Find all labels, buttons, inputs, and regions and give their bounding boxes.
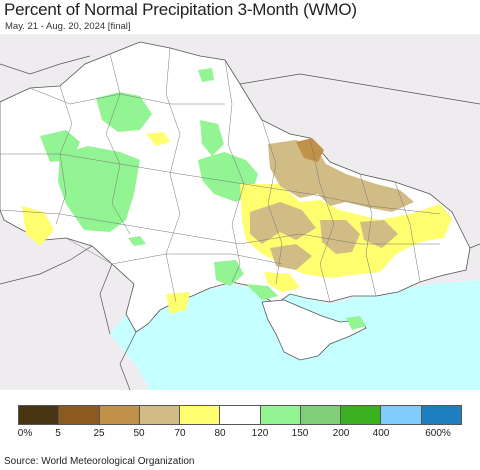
- legend-swatch: [421, 406, 461, 424]
- legend-label: 25: [93, 428, 105, 439]
- legend-label: 70: [174, 428, 186, 439]
- precipitation-map: [0, 34, 480, 390]
- map-subtitle: May. 21 - Aug. 20, 2024 [final]: [5, 21, 131, 32]
- neighbor-borders: [0, 55, 480, 390]
- legend-swatch: [260, 406, 301, 424]
- legend-swatch: [139, 406, 181, 424]
- precip-25-50-areas: [296, 138, 324, 162]
- legend-label: 5: [55, 428, 61, 439]
- legend-label: 600%: [425, 428, 451, 439]
- legend-swatch: [99, 406, 140, 424]
- admin-borders: [0, 47, 441, 303]
- legend-swatch: [180, 406, 221, 424]
- legend-label: 80: [214, 428, 226, 439]
- legend-label: 0%: [17, 428, 33, 439]
- legend-swatch: [19, 406, 60, 424]
- legend-label: 150: [291, 428, 309, 439]
- legend-label: 200: [332, 428, 350, 439]
- legend-swatch: [381, 406, 422, 424]
- legend-label: 400: [372, 428, 390, 439]
- legend-swatch: [59, 406, 100, 424]
- legend-swatch: [341, 406, 382, 424]
- legend-labels: 0% 5 25 50 70 80 120 150 200 400 600%: [0, 428, 480, 442]
- legend-swatch: [300, 406, 342, 424]
- legend-color-bar: [18, 405, 462, 425]
- legend-label: 50: [133, 428, 145, 439]
- legend-swatch: [220, 406, 261, 424]
- source-credit: Source: World Meteorological Organizatio…: [4, 456, 195, 467]
- map-title: Percent of Normal Precipitation 3-Month …: [4, 0, 357, 19]
- legend-label: 120: [251, 428, 269, 439]
- crimea: [261, 299, 367, 361]
